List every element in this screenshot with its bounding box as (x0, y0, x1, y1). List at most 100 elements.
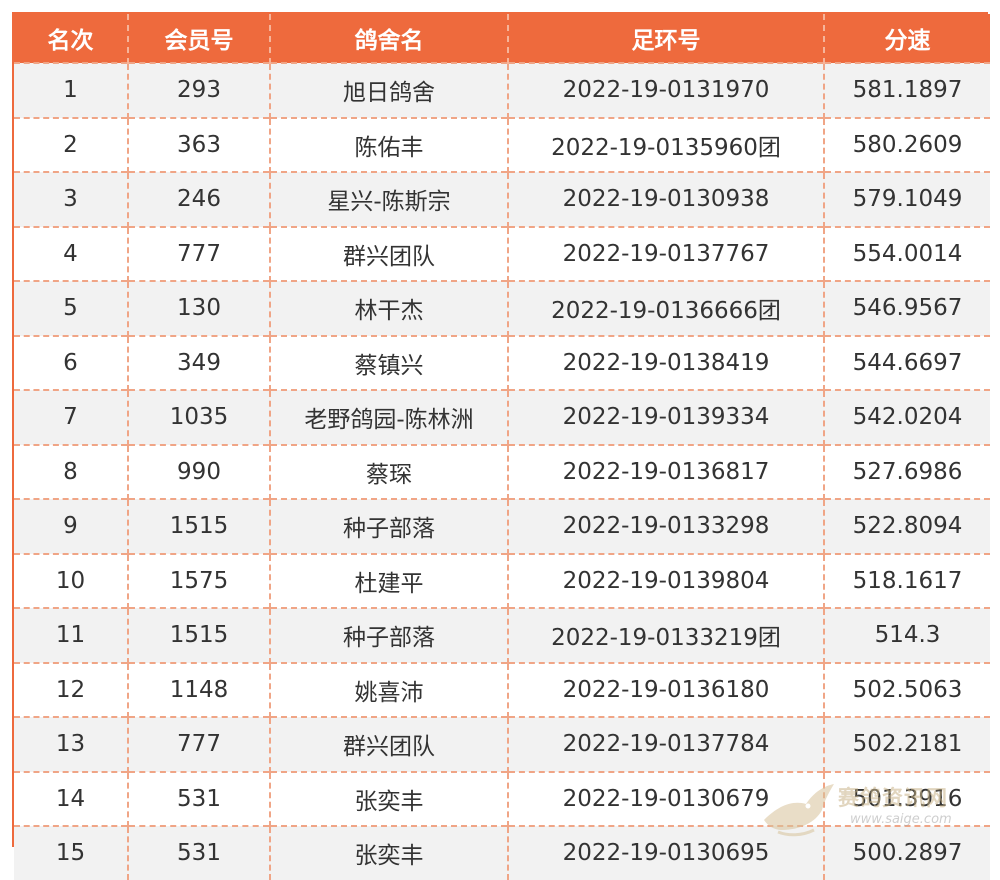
cell-ring-number: 2022-19-0130679 (507, 770, 824, 826)
cell-loft-name: 群兴团队 (269, 716, 508, 772)
cell-rank: 11 (14, 607, 128, 663)
table-row: 5 130 林干杰 2022-19-0136666团 546.9567 (14, 280, 990, 336)
cell-rank: 7 (14, 389, 128, 445)
table-row: 13 777 群兴团队 2022-19-0137784 502.2181 (14, 716, 990, 772)
table-row: 6 349 蔡镇兴 2022-19-0138419 544.6697 (14, 334, 990, 390)
results-table: 名次 会员号 鸽舍名 足环号 分速 1 293 旭日鸽舍 2022-19-013197… (14, 14, 990, 880)
cell-speed: 581.1897 (823, 62, 990, 118)
table-header: 名次 会员号 鸽舍名 足环号 分速 (14, 14, 990, 63)
cell-loft-name: 陈佑丰 (269, 116, 508, 172)
cell-rank: 14 (14, 770, 128, 826)
cell-loft-name: 杜建平 (269, 552, 508, 608)
cell-ring-number: 2022-19-0131970 (507, 62, 824, 118)
cell-ring-number: 2022-19-0139334 (507, 389, 824, 445)
cell-member-id: 246 (127, 171, 270, 227)
table-row: 7 1035 老野鸽园-陈林洲 2022-19-0139334 542.0204 (14, 389, 990, 445)
cell-loft-name: 张奕丰 (269, 770, 508, 826)
table-row: 2 363 陈佑丰 2022-19-0135960团 580.2609 (14, 116, 990, 172)
cell-rank: 3 (14, 171, 128, 227)
table-row: 1 293 旭日鸽舍 2022-19-0131970 581.1897 (14, 62, 990, 118)
cell-speed: 522.8094 (823, 498, 990, 554)
cell-speed: 500.2897 (823, 825, 990, 880)
cell-member-id: 777 (127, 716, 270, 772)
cell-ring-number: 2022-19-0138419 (507, 334, 824, 390)
cell-speed: 546.9567 (823, 280, 990, 336)
cell-loft-name: 蔡镇兴 (269, 334, 508, 390)
cell-rank: 12 (14, 661, 128, 717)
cell-speed: 527.6986 (823, 443, 990, 499)
cell-rank: 8 (14, 443, 128, 499)
cell-loft-name: 星兴-陈斯宗 (269, 171, 508, 227)
cell-loft-name: 群兴团队 (269, 225, 508, 281)
cell-member-id: 1148 (127, 661, 270, 717)
cell-rank: 15 (14, 825, 128, 880)
cell-loft-name: 旭日鸽舍 (269, 62, 508, 118)
cell-loft-name: 姚喜沛 (269, 661, 508, 717)
cell-rank: 4 (14, 225, 128, 281)
table-row: 8 990 蔡琛 2022-19-0136817 527.6986 (14, 443, 990, 499)
cell-ring-number: 2022-19-0130938 (507, 171, 824, 227)
cell-ring-number: 2022-19-0136180 (507, 661, 824, 717)
cell-loft-name: 老野鸽园-陈林洲 (269, 389, 508, 445)
cell-loft-name: 张奕丰 (269, 825, 508, 880)
cell-ring-number: 2022-19-0133219团 (507, 607, 824, 663)
cell-loft-name: 种子部落 (269, 498, 508, 554)
cell-speed: 514.3 (823, 607, 990, 663)
cell-speed: 502.2181 (823, 716, 990, 772)
cell-member-id: 363 (127, 116, 270, 172)
table-row: 10 1575 杜建平 2022-19-0139804 518.1617 (14, 552, 990, 608)
cell-ring-number: 2022-19-0136817 (507, 443, 824, 499)
cell-rank: 2 (14, 116, 128, 172)
cell-member-id: 1575 (127, 552, 270, 608)
cell-speed: 502.5063 (823, 661, 990, 717)
cell-ring-number: 2022-19-0139804 (507, 552, 824, 608)
cell-member-id: 990 (127, 443, 270, 499)
table-row: 4 777 群兴团队 2022-19-0137767 554.0014 (14, 225, 990, 281)
cell-rank: 6 (14, 334, 128, 390)
cell-member-id: 1035 (127, 389, 270, 445)
table-row: 3 246 星兴-陈斯宗 2022-19-0130938 579.1049 (14, 171, 990, 227)
cell-loft-name: 种子部落 (269, 607, 508, 663)
header-ring-number: 足环号 (507, 14, 824, 63)
cell-ring-number: 2022-19-0133298 (507, 498, 824, 554)
cell-member-id: 293 (127, 62, 270, 118)
table-row: 11 1515 种子部落 2022-19-0133219团 514.3 (14, 607, 990, 663)
cell-rank: 5 (14, 280, 128, 336)
cell-member-id: 531 (127, 770, 270, 826)
cell-ring-number: 2022-19-0136666团 (507, 280, 824, 336)
cell-rank: 9 (14, 498, 128, 554)
cell-speed: 579.1049 (823, 171, 990, 227)
cell-speed: 501.3916 (823, 770, 990, 826)
header-loft-name: 鸽舍名 (269, 14, 508, 63)
table-row: 12 1148 姚喜沛 2022-19-0136180 502.5063 (14, 661, 990, 717)
cell-member-id: 777 (127, 225, 270, 281)
table-row: 14 531 张奕丰 2022-19-0130679 501.3916 (14, 770, 990, 826)
cell-ring-number: 2022-19-0135960团 (507, 116, 824, 172)
cell-ring-number: 2022-19-0137767 (507, 225, 824, 281)
cell-loft-name: 蔡琛 (269, 443, 508, 499)
header-row: 名次 会员号 鸽舍名 足环号 分速 (14, 14, 990, 63)
cell-speed: 542.0204 (823, 389, 990, 445)
cell-speed: 518.1617 (823, 552, 990, 608)
table-row: 15 531 张奕丰 2022-19-0130695 500.2897 (14, 825, 990, 880)
table-row: 9 1515 种子部落 2022-19-0133298 522.8094 (14, 498, 990, 554)
cell-rank: 10 (14, 552, 128, 608)
cell-member-id: 1515 (127, 607, 270, 663)
cell-member-id: 349 (127, 334, 270, 390)
cell-rank: 13 (14, 716, 128, 772)
header-rank: 名次 (14, 14, 128, 63)
cell-speed: 544.6697 (823, 334, 990, 390)
cell-loft-name: 林干杰 (269, 280, 508, 336)
header-member-id: 会员号 (127, 14, 270, 63)
cell-ring-number: 2022-19-0130695 (507, 825, 824, 880)
cell-member-id: 1515 (127, 498, 270, 554)
header-speed: 分速 (823, 14, 990, 63)
cell-member-id: 531 (127, 825, 270, 880)
cell-ring-number: 2022-19-0137784 (507, 716, 824, 772)
cell-speed: 580.2609 (823, 116, 990, 172)
cell-member-id: 130 (127, 280, 270, 336)
table-body: 1 293 旭日鸽舍 2022-19-0131970 581.1897 2 363 陈佑丰 20… (14, 62, 990, 880)
cell-speed: 554.0014 (823, 225, 990, 281)
cell-rank: 1 (14, 62, 128, 118)
results-table-frame: 名次 会员号 鸽舍名 足环号 分速 1 293 旭日鸽舍 2022-19-013197… (12, 12, 990, 880)
